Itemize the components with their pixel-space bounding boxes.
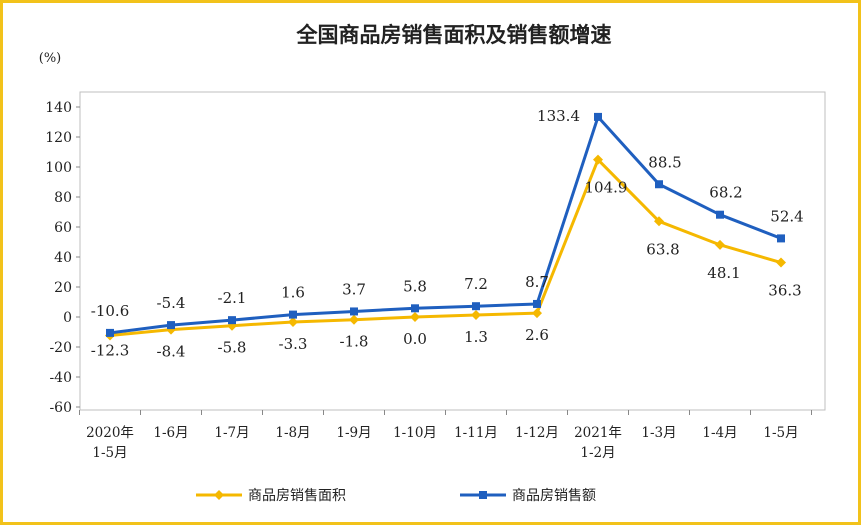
- x-tick-label: 1-2月: [580, 445, 615, 461]
- data-point: [776, 257, 786, 268]
- x-tick-label: 1-3月: [641, 425, 676, 441]
- data-point: [716, 210, 724, 219]
- data-point: [410, 312, 420, 322]
- data-label: 1.6: [281, 284, 305, 302]
- data-point: [471, 310, 481, 321]
- data-label: 2.6: [525, 326, 549, 344]
- data-label: 3.7: [342, 280, 366, 298]
- y-axis: 140 120 100 80 60 40 20 0 -20 -40 -60: [45, 100, 80, 416]
- data-label: 1.3: [464, 328, 488, 346]
- legend-item: 商品房销售面积: [196, 488, 346, 504]
- y-tick-label: 120: [45, 130, 72, 146]
- y-tick-label: -40: [49, 370, 72, 386]
- data-label: -5.4: [157, 294, 186, 312]
- x-tick-label: 1-6月: [153, 425, 188, 441]
- data-point: [228, 316, 236, 325]
- x-tick-label: 1-11月: [454, 425, 498, 441]
- legend-item: 商品房销售额: [460, 488, 596, 504]
- data-point: [654, 216, 664, 227]
- y-tick-label: -60: [49, 400, 72, 416]
- series-line-0: [109, 158, 782, 337]
- x-tick-label: 1-5月: [92, 445, 127, 461]
- data-label: -3.3: [279, 335, 308, 353]
- y-axis-unit: (%): [39, 51, 62, 66]
- data-label: 5.8: [403, 277, 427, 295]
- x-tick-label: 1-10月: [393, 425, 437, 441]
- data-label: -1.8: [340, 333, 369, 351]
- x-tick-label: 1-5月: [763, 425, 798, 441]
- x-tick-label: 1-8月: [275, 425, 310, 441]
- data-label: 8.7: [525, 273, 549, 291]
- data-label: 63.8: [646, 240, 679, 258]
- x-tick-label: 1-9月: [336, 425, 371, 441]
- data-label: 7.2: [464, 275, 488, 293]
- data-point: [533, 299, 541, 308]
- data-label: -2.1: [218, 289, 247, 307]
- data-point: [349, 314, 359, 325]
- y-tick-label: 100: [45, 160, 72, 176]
- y-tick-label: -20: [49, 340, 72, 356]
- data-labels: -10.6 -5.4 -2.1 1.6 3.7 5.8 7.2 8.7 133.4 88.5 68.…: [91, 107, 804, 361]
- y-tick-label: 40: [54, 250, 72, 266]
- data-point: [655, 180, 663, 189]
- data-label: 88.5: [648, 153, 681, 171]
- x-axis: 2020年 1-5月 1-6月 1-7月 1-8月 1-9月 1-10月 1-11月 1-12月…: [79, 410, 812, 461]
- series-line-1: [109, 115, 782, 335]
- y-tick-label: 20: [54, 280, 72, 296]
- y-tick-label: 80: [54, 190, 72, 206]
- data-label: 36.3: [768, 282, 801, 300]
- chart-title: 全国商品房销售面积及销售额增速: [296, 23, 612, 47]
- data-label: 104.9: [585, 179, 628, 197]
- data-label: -5.8: [218, 339, 247, 357]
- data-point: [593, 154, 603, 165]
- data-label: 48.1: [707, 264, 740, 282]
- data-point: [288, 316, 298, 327]
- plot-area: [79, 91, 826, 411]
- data-label: -12.3: [91, 341, 129, 359]
- data-point: [715, 239, 725, 250]
- legend-label: 商品房销售额: [512, 488, 596, 504]
- data-point: [532, 308, 542, 319]
- data-point: [106, 328, 114, 337]
- data-point: [411, 304, 419, 313]
- data-label: 0.0: [403, 330, 427, 348]
- data-point: [777, 234, 785, 243]
- x-tick-label: 1-4月: [702, 425, 737, 441]
- y-tick-label: 140: [45, 100, 72, 116]
- data-point: [594, 112, 602, 121]
- data-label: 68.2: [709, 184, 742, 202]
- x-tick-label: 1-7月: [214, 425, 249, 441]
- data-point: [350, 307, 358, 316]
- x-tick-label: 2021年: [574, 425, 622, 441]
- data-label: -10.6: [91, 302, 129, 320]
- data-label: 133.4: [537, 107, 580, 125]
- y-tick-label: 0: [63, 310, 72, 326]
- legend: 商品房销售面积 商品房销售额: [196, 488, 596, 504]
- y-tick-label: 60: [54, 220, 72, 236]
- legend-marker: [479, 491, 487, 499]
- x-tick-label: 1-12月: [515, 425, 559, 441]
- series-layer: [105, 112, 786, 341]
- data-point: [289, 310, 297, 319]
- data-label: -8.4: [157, 343, 186, 361]
- data-point: [167, 321, 175, 330]
- legend-marker: [214, 490, 224, 500]
- x-tick-label: 2020年: [86, 425, 134, 441]
- data-point: [472, 302, 480, 311]
- data-label: 52.4: [770, 207, 803, 225]
- legend-label: 商品房销售面积: [248, 488, 346, 504]
